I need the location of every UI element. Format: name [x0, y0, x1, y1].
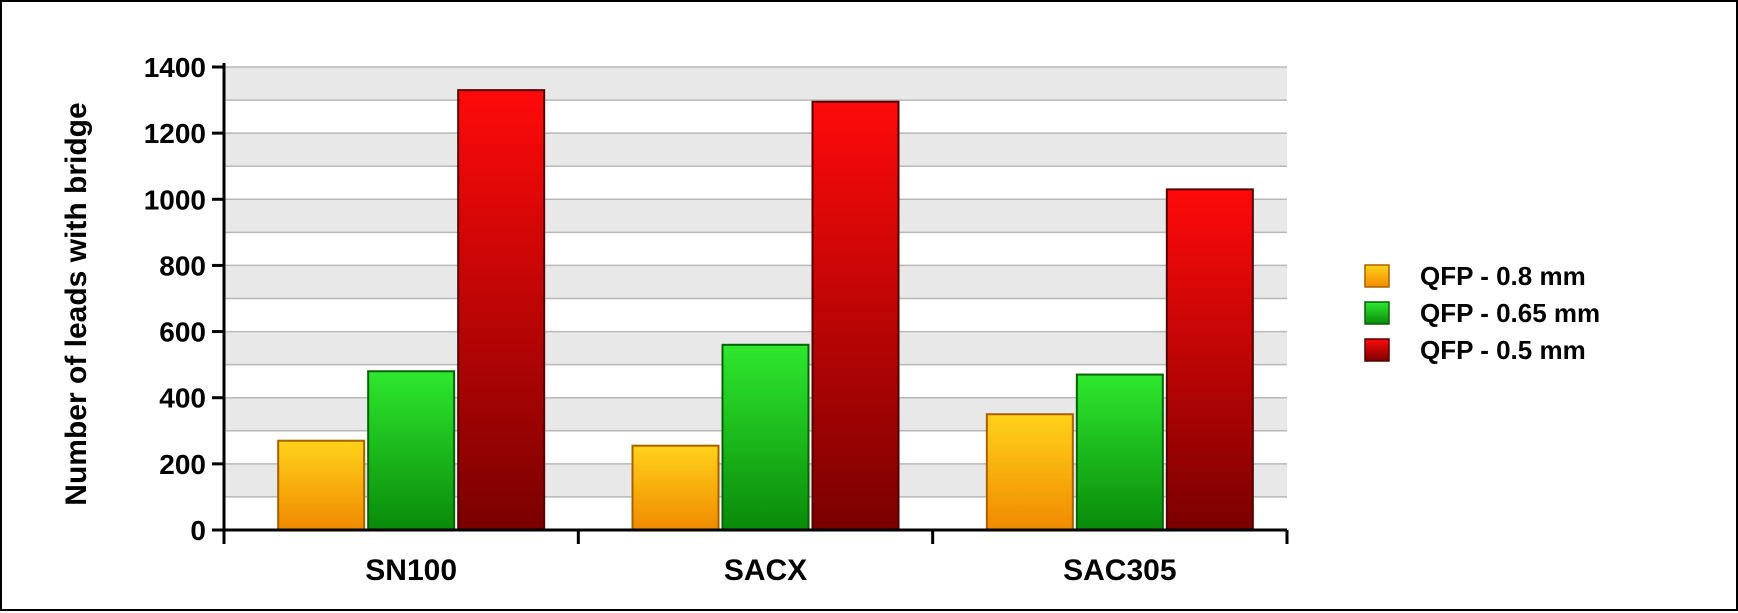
- plot-band: [224, 166, 1287, 200]
- plot-band: [224, 232, 1287, 266]
- y-tick-label: 1000: [144, 184, 206, 215]
- plot-band: [224, 265, 1287, 299]
- legend: QFP - 0.8 mm QFP - 0.65 mm QFP - 0.5 mm: [1364, 261, 1600, 365]
- legend-label: QFP - 0.65 mm: [1420, 298, 1600, 328]
- bar-sac305-series-2: [1075, 373, 1164, 532]
- bar-sac305-series-1: [985, 413, 1074, 531]
- plot-band: [224, 100, 1287, 134]
- y-tick-label: 400: [159, 383, 206, 414]
- x-tick-labels: SN100 SACX SAC305: [365, 554, 1176, 587]
- y-tick-label: 200: [159, 449, 206, 480]
- bar-sacx-series-3: [811, 100, 900, 531]
- x-tick-label: SAC305: [1063, 554, 1176, 587]
- bar-sn100-series-1: [277, 439, 366, 532]
- legend-swatch: [1364, 301, 1390, 325]
- y-axis-title: Number of leads with bridge: [60, 102, 93, 505]
- plot-band: [224, 199, 1287, 233]
- bar-sacx-series-1: [631, 444, 720, 531]
- legend-label: QFP - 0.5 mm: [1420, 335, 1586, 365]
- y-tick-labels: 0 200 400 600 800 1000 1200 1400: [144, 52, 206, 546]
- plot-band: [224, 67, 1287, 101]
- bar-sacx-series-2: [721, 343, 810, 531]
- bar-sn100-series-2: [367, 370, 456, 531]
- y-tick-label: 1400: [144, 52, 206, 83]
- bar-sac305-series-3: [1165, 188, 1254, 531]
- y-tick-label: 800: [159, 250, 206, 281]
- x-tick-label: SACX: [724, 554, 807, 587]
- y-tick-label: 600: [159, 317, 206, 348]
- legend-swatch: [1364, 264, 1390, 288]
- legend-swatch: [1364, 338, 1390, 362]
- y-tick-label: 1200: [144, 118, 206, 149]
- bar-sn100-series-3: [457, 89, 546, 532]
- y-tick-label: 0: [190, 515, 206, 546]
- legend-label: QFP - 0.8 mm: [1420, 261, 1586, 291]
- plot-band: [224, 133, 1287, 167]
- bars: [277, 89, 1254, 532]
- x-tick-label: SN100: [365, 554, 457, 587]
- axes: [212, 63, 1289, 544]
- plot-band: [224, 298, 1287, 332]
